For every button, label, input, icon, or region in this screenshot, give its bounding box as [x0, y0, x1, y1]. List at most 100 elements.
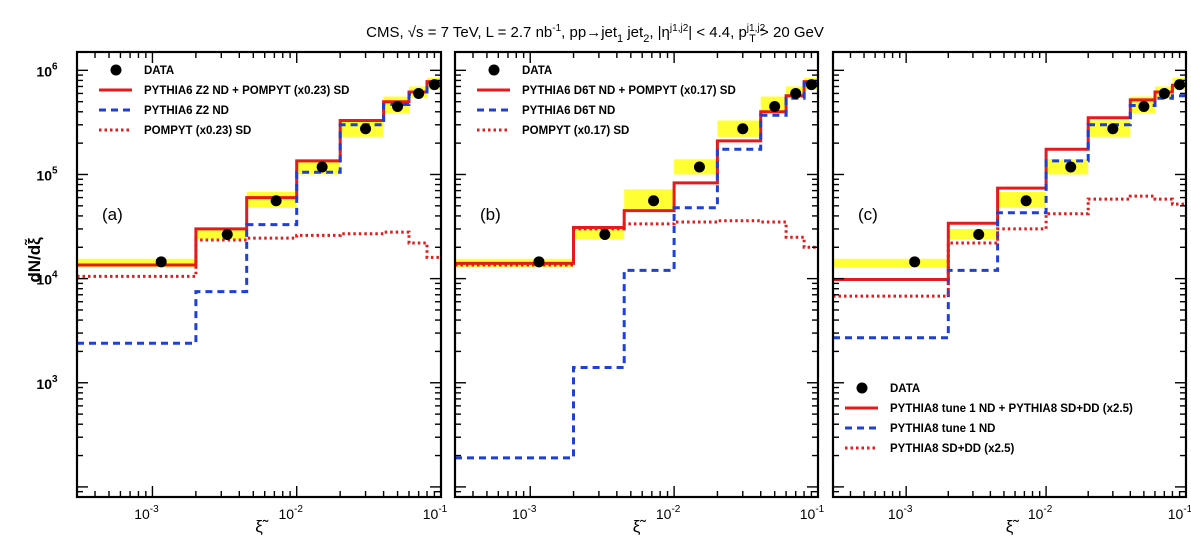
data-point	[737, 123, 749, 135]
header-segment: -1	[552, 23, 561, 34]
plot-area	[833, 77, 1186, 340]
legend-entry: DATA	[890, 383, 920, 395]
legend-marker	[856, 382, 868, 394]
y-tick-label: 105	[36, 165, 58, 183]
panels: 10-3 10-2 10-1 103 104 105 106 ξ̃ (a) DATA PYTHIA6…	[36, 50, 1191, 536]
x-tick-label: 10-2	[278, 504, 303, 522]
data-point	[360, 123, 372, 135]
header-segment: 2	[643, 33, 649, 45]
header-segment: pp→jet	[570, 24, 618, 41]
plot-frame	[75, 50, 443, 499]
data-point	[392, 100, 404, 112]
header-segment: p	[738, 24, 746, 41]
header-segment: j1,j2	[746, 23, 766, 34]
header-segment: jet	[623, 24, 644, 41]
y-tick-label: 106	[36, 61, 58, 79]
data-point	[909, 256, 921, 268]
data-point	[693, 161, 705, 173]
panel-label: (b)	[480, 205, 501, 224]
legend-entry: PYTHIA6 D6T ND	[522, 105, 615, 117]
series-line-3	[833, 194, 1186, 298]
header-segment: √s = 7 TeV,	[408, 24, 486, 41]
series-line-3	[77, 230, 441, 278]
legend-entry: PYTHIA8 tune 1 ND	[890, 423, 995, 435]
uncertainty-band	[195, 228, 247, 240]
data-point	[221, 229, 233, 241]
header-segment: CMS,	[366, 24, 408, 41]
header-segment: > 20 GeV	[756, 24, 824, 41]
plot-frame	[453, 50, 820, 499]
legend: DATA PYTHIA8 tune 1 ND + PYTHIA8 SD+DD (x…	[845, 382, 1133, 455]
y-tick-label: 104	[36, 270, 58, 288]
legend: DATA PYTHIA6 Z2 ND + POMPYT (x0.23) SD PYT…	[99, 64, 349, 137]
data-point	[1158, 87, 1170, 99]
plot-area	[77, 77, 441, 345]
x-tick-label: 10-1	[1168, 504, 1191, 522]
data-point	[1138, 100, 1150, 112]
legend-entry: PYTHIA8 tune 1 ND + PYTHIA8 SD+DD (x2.5)	[890, 403, 1133, 415]
x-axis-title: ξ̃	[633, 517, 647, 536]
data-point	[1174, 79, 1186, 91]
x-tick-label: 10-1	[800, 504, 825, 522]
data-point	[1065, 161, 1077, 173]
x-axis-title: ξ̃	[1006, 517, 1020, 536]
data-point	[428, 79, 440, 91]
data-point	[413, 87, 425, 99]
data-point	[790, 87, 802, 99]
data-point	[270, 195, 282, 207]
legend-marker	[110, 64, 122, 76]
data-point	[533, 256, 545, 268]
plot-area	[455, 77, 818, 460]
y-axis-title: dN/dξ̃	[24, 237, 44, 283]
legend-entry: DATA	[144, 65, 174, 77]
x-tick-label: 10-3	[512, 504, 537, 522]
data-point	[769, 100, 781, 112]
x-tick-label: 10-1	[423, 504, 448, 522]
panel-label: (a)	[102, 205, 123, 224]
data-point	[316, 161, 328, 173]
header-segment: ,	[561, 24, 569, 41]
series-line-1	[833, 83, 1186, 281]
panel-a: 10-3 10-2 10-1 103 104 105 106 ξ̃ (a) DATA PYTHIA6…	[36, 50, 448, 536]
legend-marker	[488, 64, 500, 76]
data-point	[973, 229, 985, 241]
x-tick-label: 10-2	[1028, 504, 1053, 522]
y-tick-label: 103	[36, 374, 58, 392]
legend-entry: PYTHIA6 Z2 ND + POMPYT (x0.23) SD	[144, 85, 349, 97]
data-point	[648, 195, 660, 207]
panel-label: (c)	[858, 205, 878, 224]
x-tick-label: 10-2	[656, 504, 681, 522]
legend-entry: DATA	[522, 65, 552, 77]
data-point	[805, 79, 817, 91]
legend-entry: PYTHIA8 SD+DD (x2.5)	[890, 443, 1014, 455]
header-segment: ,	[649, 24, 657, 41]
x-tick-label: 10-3	[134, 504, 159, 522]
header-segment: |η	[658, 24, 670, 41]
legend-entry: PYTHIA6 D6T ND + POMPYT (x0.17) SD	[522, 85, 736, 97]
data-point	[1020, 195, 1032, 207]
data-point	[599, 229, 611, 241]
x-axis-title: ξ̃	[255, 517, 269, 536]
legend-entry: POMPYT (x0.17) SD	[522, 125, 629, 137]
uncertainty-band	[948, 228, 998, 240]
legend: DATA PYTHIA6 D6T ND + POMPYT (x0.17) SD PY…	[477, 64, 736, 137]
plot-frame	[831, 50, 1188, 499]
data-point	[1107, 123, 1119, 135]
figure-header: CMS, √s = 7 TeV, L = 2.7 nb-1, pp→jet1 j…	[366, 23, 824, 45]
header-segment: T	[749, 33, 756, 45]
legend-entry: POMPYT (x0.23) SD	[144, 125, 251, 137]
x-tick-label: 10-3	[888, 504, 913, 522]
uncertainty-band	[77, 258, 196, 268]
header-segment: 1	[617, 33, 623, 45]
panel-b: 10-3 10-2 10-1 ξ̃ (b) DATA PYTHIA6 D6T ND + PO…	[453, 50, 825, 536]
series-line-2	[77, 81, 441, 345]
series-line-2	[455, 81, 818, 460]
header-segment: | < 4.4,	[688, 24, 738, 41]
header-segment: j1,j2	[669, 23, 689, 34]
header-segment: L = 2.7 nb	[486, 24, 553, 41]
panel-c: 10-3 10-2 10-1 ξ̃ (c) DATA PYTHIA8 tune 1 ND +…	[831, 50, 1191, 536]
uncertainty-band	[833, 258, 949, 268]
series-line-2	[833, 94, 1186, 340]
series-line-3	[455, 219, 818, 267]
data-point	[155, 256, 167, 268]
